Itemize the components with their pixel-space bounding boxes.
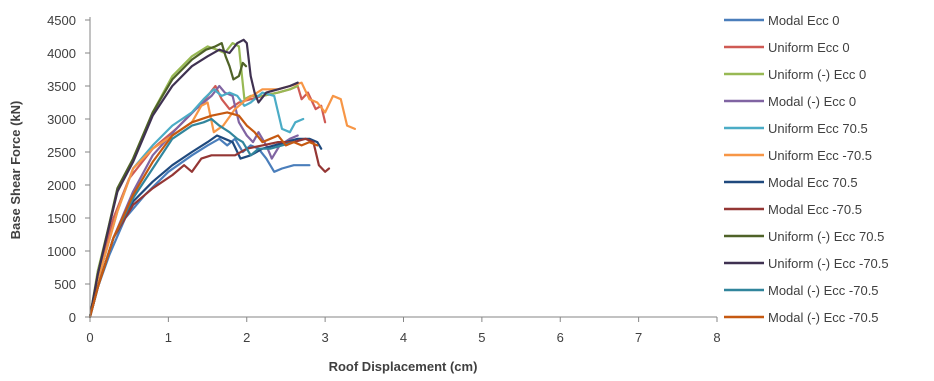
y-tick-label: 4500 bbox=[47, 13, 76, 28]
x-tick-label: 5 bbox=[478, 330, 485, 345]
x-tick-label: 2 bbox=[243, 330, 250, 345]
y-tick-label: 4000 bbox=[47, 46, 76, 61]
series-line-10 bbox=[88, 38, 299, 319]
legend-label: Modal Ecc -70.5 bbox=[768, 202, 862, 217]
series-line-11 bbox=[88, 117, 295, 319]
legend-label: Modal Ecc 70.5 bbox=[768, 175, 858, 190]
legend-label: Uniform Ecc 0 bbox=[768, 40, 850, 55]
legend: Modal Ecc 0 Uniform Ecc 0 Uniform (-) Ecc … bbox=[724, 13, 889, 325]
legend-label: Modal (-) Ecc -70.5 bbox=[768, 283, 879, 298]
legend-label: Modal (-) Ecc -70.5 bbox=[768, 310, 879, 325]
y-tick-label: 1500 bbox=[47, 211, 76, 226]
axes bbox=[85, 17, 718, 322]
series-line-6 bbox=[88, 81, 356, 319]
x-tick-label: 7 bbox=[635, 330, 642, 345]
series-line-12 bbox=[88, 111, 319, 319]
x-axis-title: Roof Displacement (cm) bbox=[329, 359, 478, 374]
x-tick-label: 8 bbox=[713, 330, 720, 345]
x-tick-label: 4 bbox=[400, 330, 407, 345]
series-line-9 bbox=[88, 42, 248, 319]
series-line-4 bbox=[88, 84, 299, 319]
y-tick-label: 1000 bbox=[47, 244, 76, 259]
series-line-8 bbox=[88, 137, 331, 319]
y-tick-label: 2500 bbox=[47, 145, 76, 160]
x-tick-label: 0 bbox=[86, 330, 93, 345]
legend-label: Uniform Ecc -70.5 bbox=[768, 148, 872, 163]
legend-label: Uniform (-) Ecc 70.5 bbox=[768, 229, 884, 244]
y-tick-label: 3500 bbox=[47, 79, 76, 94]
legend-label: Uniform (-) Ecc 0 bbox=[768, 67, 866, 82]
y-tick-label: 3000 bbox=[47, 112, 76, 127]
x-tick-label: 3 bbox=[322, 330, 329, 345]
legend-label: Uniform (-) Ecc -70.5 bbox=[768, 256, 889, 271]
y-axis-title: Base Shear Force (kN) bbox=[8, 101, 23, 240]
y-tick-label: 0 bbox=[69, 310, 76, 325]
legend-label: Modal Ecc 0 bbox=[768, 13, 840, 28]
y-tick-label: 500 bbox=[54, 277, 76, 292]
y-tick-label: 2000 bbox=[47, 178, 76, 193]
series-line-1 bbox=[88, 137, 311, 319]
tick-labels: 0 500 1000 1500 2000 2500 3000 3500 4000 4500 0 1 2 3… bbox=[47, 13, 721, 345]
legend-label: Modal (-) Ecc 0 bbox=[768, 94, 856, 109]
x-tick-label: 1 bbox=[165, 330, 172, 345]
series-line-7 bbox=[88, 134, 323, 319]
x-tick-label: 6 bbox=[557, 330, 564, 345]
plot-area bbox=[88, 38, 356, 319]
legend-label: Uniform Ecc 70.5 bbox=[768, 121, 868, 136]
